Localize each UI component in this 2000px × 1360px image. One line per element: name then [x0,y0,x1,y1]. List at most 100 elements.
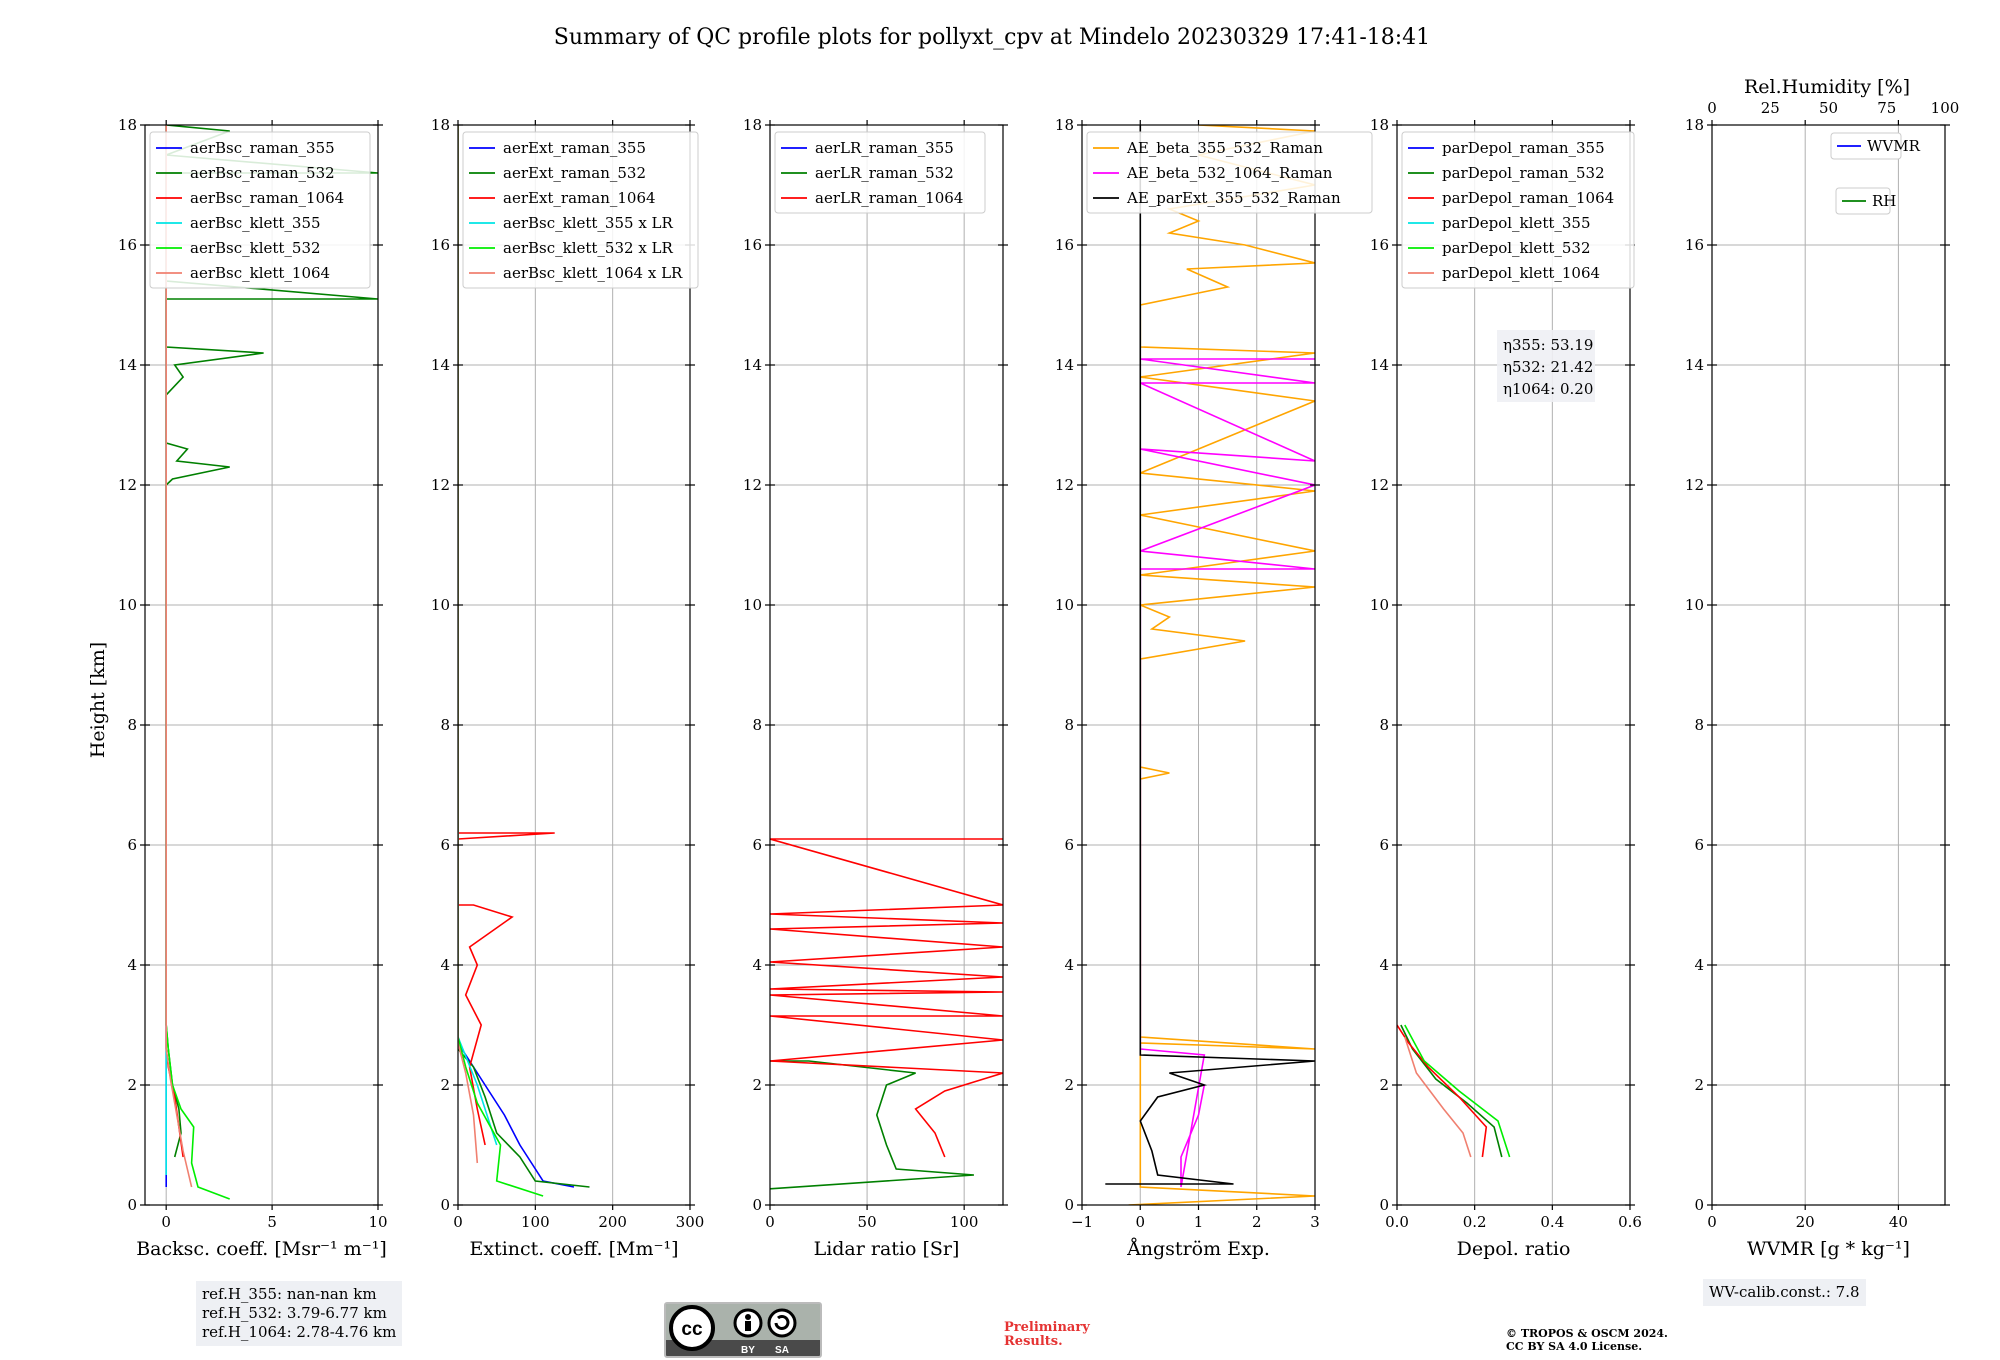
panel-ext: 0 2 4 6 8 10 12 14 16 18 0 100 200 300 Extinct. coeff.… [431,116,704,1260]
top-x-tick-label: 100 [1931,99,1960,117]
y-tick-label: 2 [1694,1076,1704,1094]
legend-entry-parDepol_klett_355: parDepol_klett_355 [1442,214,1591,232]
y-tick-label: 8 [1379,716,1389,734]
y-tick-label: 16 [431,236,450,254]
x-tick-label: 200 [598,1213,627,1231]
y-tick-label: 18 [431,116,450,134]
axes-frame [144,124,379,1206]
refh-355: ref.H_355: nan-nan km [202,1285,377,1303]
depol-annotation: η355: 53.19 η532: 21.42 η1064: 0.20 [1497,330,1595,402]
y-tick-label: 18 [743,116,762,134]
legend: WVMR RH [1830,132,1921,215]
preliminary-line-2: Results. [1004,1334,1063,1349]
y-tick-label: 2 [1379,1076,1389,1094]
series-line-parDepol_klett_1064 [1404,1036,1472,1158]
legend-box [1086,131,1373,214]
axes-frame [457,124,691,1206]
sa-arrow-icon [774,1315,790,1330]
legend-entry-parDepol_klett_532: parDepol_klett_532 [1442,239,1591,257]
series-line-aerExt_raman_1064 [458,125,555,1146]
x-axis-label: WVMR [g * kg⁻¹] [1747,1238,1910,1260]
series-line-AE_beta_532_1064_Raman [1139,358,1315,1188]
y-tick-label: 18 [118,116,137,134]
by-person-head-icon [745,1314,751,1320]
y-tick-label: 12 [1685,476,1704,494]
x-tick-label: 0 [1135,1213,1145,1231]
y-tick-label: 2 [1064,1076,1074,1094]
series-line-aerLR_raman_1064 [770,838,1003,1158]
x-tick-label: 3 [1310,1213,1320,1231]
series-group [1397,1024,1511,1158]
y-tick-label: 10 [1055,596,1074,614]
x-axis-label: Extinct. coeff. [Mm⁻¹] [469,1238,678,1260]
legend: parDepol_raman_355 parDepol_raman_532 parD… [1401,131,1635,289]
series-group [1105,125,1315,1205]
y-tick-label: 12 [1055,476,1074,494]
preliminary-line-1: Preliminary [1004,1320,1090,1335]
chart-title: Summary of QC profile plots for pollyxt_… [554,25,1430,50]
y-tick-label: 6 [1379,836,1389,854]
series-group [770,838,1003,1190]
series-line-aerExt_raman_355 [458,1036,575,1188]
y-tick-label: 10 [431,596,450,614]
y-tick-label: 6 [1694,836,1704,854]
y-tick-label: 4 [752,956,762,974]
legend-entry-parDepol_raman_355: parDepol_raman_355 [1442,139,1605,157]
annotation-line: η532: 21.42 [1503,358,1593,376]
top-x-tick-label: 0 [1707,99,1717,117]
legend-entry-aerBsc_klett_1064: aerBsc_klett_1064 [190,264,330,282]
x-tick-label: 0 [453,1213,463,1231]
copyright-line-2: CC BY SA 4.0 License. [1506,1340,1643,1353]
legend-box [1401,131,1635,289]
series-line-AE_beta_355_532_Raman [1128,125,1315,1205]
y-axis-label: Height [km] [87,642,109,758]
y-tick-label: 10 [743,596,762,614]
axes-frame [769,124,1004,1206]
y-tick-label: 2 [440,1076,450,1094]
y-tick-label: 8 [752,716,762,734]
axes-frame [1396,124,1631,1206]
y-tick-label: 16 [118,236,137,254]
y-tick-label: 0 [1379,1196,1389,1214]
series-line-parDepol_klett_532 [1404,1024,1511,1158]
y-tick-label: 14 [743,356,762,374]
legend-entry-AE_beta_532_1064_Raman: AE_beta_532_1064_Raman [1126,164,1333,182]
panel-lr: 0 2 4 6 8 10 12 14 16 18 0 50 100 Lidar ratio [Sr] aer… [743,116,1008,1260]
rh-axis-label: Rel.Humidity [%] [1744,76,1910,98]
x-tick-label: 0 [1707,1213,1717,1231]
x-tick-label: 0 [161,1213,171,1231]
legend-entry-aerBsc_klett_532 x LR: aerBsc_klett_532 x LR [503,239,674,257]
x-tick-label: 100 [521,1213,550,1231]
x-tick-label: 0.2 [1463,1213,1487,1231]
legend-entry-aerBsc_raman_1064: aerBsc_raman_1064 [190,189,344,207]
y-tick-label: 12 [118,476,137,494]
legend-entry-RH: RH [1872,192,1896,210]
series-line-aerBsc_klett_355 x LR [458,125,498,1146]
annotation-box [1497,330,1595,402]
x-tick-label: −1 [1071,1213,1093,1231]
legend-box [462,131,699,289]
legend-entry-WVMR: WVMR [1867,137,1921,155]
y-tick-label: 16 [743,236,762,254]
cc-by-label: BY [741,1345,755,1356]
y-tick-label: 18 [1055,116,1074,134]
top-x-tick-label: 25 [1761,99,1780,117]
y-tick-label: 2 [752,1076,762,1094]
legend-box [1830,132,1902,160]
legend-entry-aerBsc_klett_355 x LR: aerBsc_klett_355 x LR [503,214,674,232]
refh-532: ref.H_532: 3.79-6.77 km [202,1304,387,1322]
x-tick-label: 50 [858,1213,877,1231]
series-group [458,125,590,1197]
y-tick-label: 0 [440,1196,450,1214]
y-tick-label: 14 [431,356,450,374]
y-tick-label: 4 [1694,956,1704,974]
legend-entry-aerLR_raman_1064: aerLR_raman_1064 [815,189,963,207]
legend-entry-aerBsc_raman_355: aerBsc_raman_355 [190,139,335,157]
x-axis-label: Depol. ratio [1457,1238,1571,1260]
legend-entry-aerLR_raman_355: aerLR_raman_355 [815,139,954,157]
annotation-line: η355: 53.19 [1503,336,1593,354]
y-tick-label: 6 [127,836,137,854]
legend-entry-aerLR_raman_532: aerLR_raman_532 [815,164,954,182]
x-axis-label: Lidar ratio [Sr] [814,1238,960,1260]
